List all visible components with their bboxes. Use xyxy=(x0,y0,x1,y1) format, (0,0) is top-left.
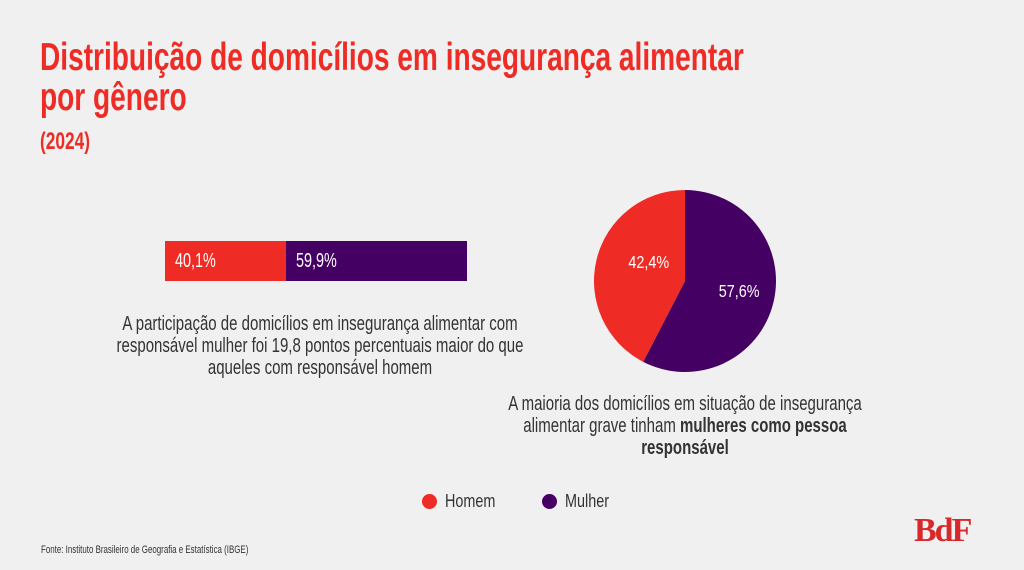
bar-segment-mulher: 59,9% xyxy=(286,241,467,281)
legend-item-homem: Homem xyxy=(422,491,508,512)
title-line-2: por gênero xyxy=(40,76,187,119)
bar-label-homem: 40,1% xyxy=(175,250,216,272)
title-line-1: Distribuição de domicílios em inseguranç… xyxy=(40,36,744,79)
legend-item-mulher: Mulher xyxy=(542,491,620,512)
source-note: Fonte: Instituto Brasileiro de Geografia… xyxy=(41,544,249,556)
pie-slice-homem xyxy=(594,190,685,362)
legend-swatch-homem xyxy=(422,494,437,509)
pie-label-homem: 42,4% xyxy=(628,253,669,273)
stacked-bar: 40,1% 59,9% xyxy=(165,241,467,281)
pie-slice-mulher xyxy=(643,190,776,372)
chart-title: Distribuição de domicílios em inseguranç… xyxy=(40,38,1017,118)
chart-subtitle: (2024) xyxy=(40,128,90,155)
pie-chart: 57,6% 42,4% xyxy=(594,190,776,372)
bdf-logo: BdF xyxy=(914,512,972,549)
bar-label-mulher: 59,9% xyxy=(296,250,337,272)
pie-caption: A maioria dos domicílios em situação de … xyxy=(508,393,862,459)
pie-caption-bold: mulheres como pessoa responsável xyxy=(641,415,847,459)
legend: Homem Mulher xyxy=(422,491,620,512)
bar-caption: A participação de domicílios em insegura… xyxy=(116,313,524,379)
pie-label-mulher: 57,6% xyxy=(719,281,760,301)
bar-segment-homem: 40,1% xyxy=(165,241,287,281)
legend-swatch-mulher xyxy=(542,494,558,509)
